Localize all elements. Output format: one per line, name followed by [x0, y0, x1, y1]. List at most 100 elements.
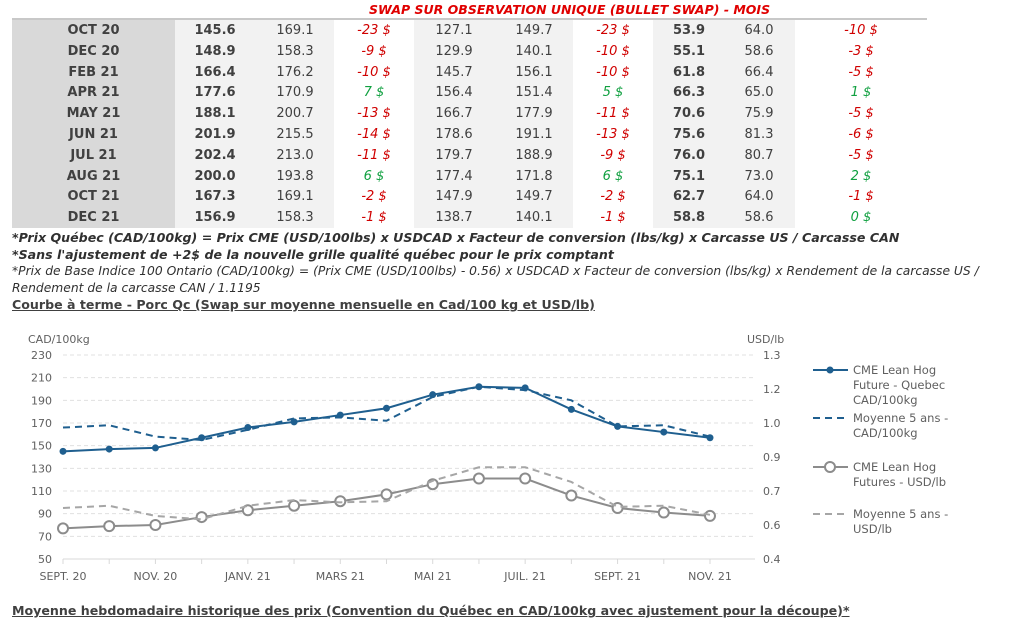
- y-tick-label: 110: [31, 485, 52, 498]
- value-cell: 80.7: [744, 147, 774, 163]
- data-point: [195, 511, 208, 524]
- y-tick-label: 150: [31, 440, 52, 453]
- y2-tick-label: 0.9: [763, 451, 781, 464]
- difference-cell: -3 $: [848, 43, 874, 59]
- value-cell: 73.0: [744, 168, 774, 184]
- value-cell: 145.6: [194, 23, 236, 38]
- legend-label: Futures - USD/lb: [853, 475, 946, 489]
- data-point: [290, 418, 298, 426]
- table-row: OCT 21 167.3 169.1 -2 $ 147.9 149.7 -2 $ 62.7 64…: [12, 186, 927, 207]
- difference-cell: -5 $: [848, 106, 874, 122]
- y-tick-label: 50: [38, 553, 52, 566]
- value-cell: 151.4: [515, 85, 553, 101]
- value-cell: 156.9: [194, 210, 236, 226]
- difference-cell: -2 $: [600, 189, 626, 205]
- data-point: [149, 519, 162, 531]
- data-point: [565, 489, 578, 502]
- difference-cell: -9 $: [361, 43, 387, 59]
- difference-cell: -1 $: [361, 210, 387, 226]
- y2-tick-label: 1.2: [763, 383, 781, 396]
- difference-cell: -10 $: [844, 23, 878, 38]
- value-cell: 179.7: [435, 147, 473, 163]
- difference-cell: -13 $: [357, 106, 391, 122]
- value-cell: 58.6: [744, 43, 774, 59]
- difference-cell: 6 $: [363, 168, 385, 184]
- col-group-bg: [175, 20, 334, 228]
- legend-label: Future - Quebec: [853, 378, 945, 392]
- value-cell: 70.6: [672, 106, 706, 122]
- month-cell: MAY 21: [66, 106, 121, 122]
- value-cell: 138.7: [435, 210, 473, 226]
- value-cell: 140.1: [515, 43, 553, 59]
- table-row: DEC 21 156.9 158.3 -1 $ 138.7 140.1 -1 $ 58.8 58…: [12, 207, 927, 228]
- value-cell: 200.7: [276, 106, 314, 122]
- legend-label: USD/lb: [853, 522, 892, 536]
- data-point: [334, 495, 347, 508]
- legend-label: CME Lean Hog: [853, 363, 936, 377]
- y2-axis-label: USD/lb: [747, 333, 784, 346]
- value-cell: 149.7: [515, 189, 553, 205]
- value-cell: 167.3: [194, 189, 236, 205]
- data-point: [288, 499, 301, 512]
- value-cell: 193.8: [276, 168, 314, 184]
- data-point: [614, 422, 622, 430]
- table-row: MAY 21 188.1 200.7 -13 $ 166.7 177.9 -11 $ 70.6…: [12, 103, 927, 124]
- x-tick-label: SEPT. 21: [594, 570, 641, 583]
- legend-label: CME Lean Hog: [853, 460, 936, 474]
- value-cell: 55.1: [672, 43, 706, 59]
- y-tick-label: 130: [31, 462, 52, 475]
- y-tick-label: 210: [31, 372, 52, 385]
- y2-tick-label: 1.0: [763, 417, 781, 430]
- difference-cell: -1 $: [600, 210, 626, 226]
- value-cell: 177.6: [194, 85, 236, 101]
- value-cell: 58.8: [672, 210, 706, 226]
- value-cell: 75.9: [744, 106, 774, 122]
- value-cell: 81.3: [744, 127, 774, 142]
- data-point: [567, 405, 575, 413]
- data-point: [429, 391, 437, 399]
- month-cell: JUN 21: [69, 127, 118, 142]
- legend-label: Moyenne 5 ans -: [853, 507, 948, 521]
- y-tick-label: 190: [31, 394, 52, 407]
- y-tick-label: 230: [31, 349, 52, 362]
- difference-cell: 7 $: [363, 85, 385, 101]
- value-cell: 177.9: [515, 106, 553, 122]
- value-cell: 66.3: [672, 85, 706, 101]
- data-point: [472, 472, 485, 485]
- x-tick-label: JUIL. 21: [503, 570, 546, 583]
- month-cell: FEB 21: [68, 64, 119, 80]
- legend-label: CAD/100kg: [853, 393, 918, 407]
- value-cell: 176.2: [276, 64, 314, 80]
- value-cell: 166.7: [435, 106, 473, 122]
- table-row: JUN 21 201.9 215.5 -14 $ 178.6 191.1 -13 $ 75.6…: [12, 124, 927, 145]
- x-tick-label: MARS 21: [316, 570, 365, 583]
- data-point: [660, 428, 668, 436]
- x-tick-label: MAI 21: [414, 570, 452, 583]
- value-cell: 62.7: [672, 189, 706, 205]
- value-cell: 140.1: [515, 210, 553, 226]
- month-column-bg: [12, 20, 175, 228]
- footnote: *Sans l'ajustement de +2$ de la nouvelle…: [12, 246, 614, 262]
- value-cell: 127.1: [435, 23, 473, 38]
- month-cell: AUG 21: [66, 168, 121, 184]
- difference-cell: 5 $: [602, 85, 624, 101]
- value-cell: 61.8: [672, 64, 706, 80]
- difference-cell: -11 $: [596, 106, 630, 122]
- data-point: [241, 504, 254, 517]
- value-cell: 53.9: [672, 23, 706, 38]
- table-row: JUL 21 202.4 213.0 -11 $ 179.7 188.9 -9 $ 76.0 8…: [12, 145, 927, 166]
- series-line-0: [62, 385, 711, 453]
- x-tick-label: SEPT. 20: [40, 570, 87, 583]
- difference-cell: -5 $: [848, 147, 874, 163]
- y2-tick-label: 1.3: [763, 349, 781, 362]
- difference-cell: -6 $: [848, 127, 874, 142]
- value-cell: 191.1: [515, 127, 553, 142]
- value-cell: 156.4: [435, 85, 473, 101]
- difference-cell: -23 $: [357, 23, 391, 38]
- value-cell: 156.1: [515, 64, 553, 80]
- difference-cell: -10 $: [596, 64, 630, 80]
- difference-cell: -10 $: [596, 43, 630, 59]
- value-cell: 66.4: [744, 64, 774, 80]
- value-cell: 64.0: [744, 23, 774, 38]
- difference-cell: -14 $: [357, 127, 391, 142]
